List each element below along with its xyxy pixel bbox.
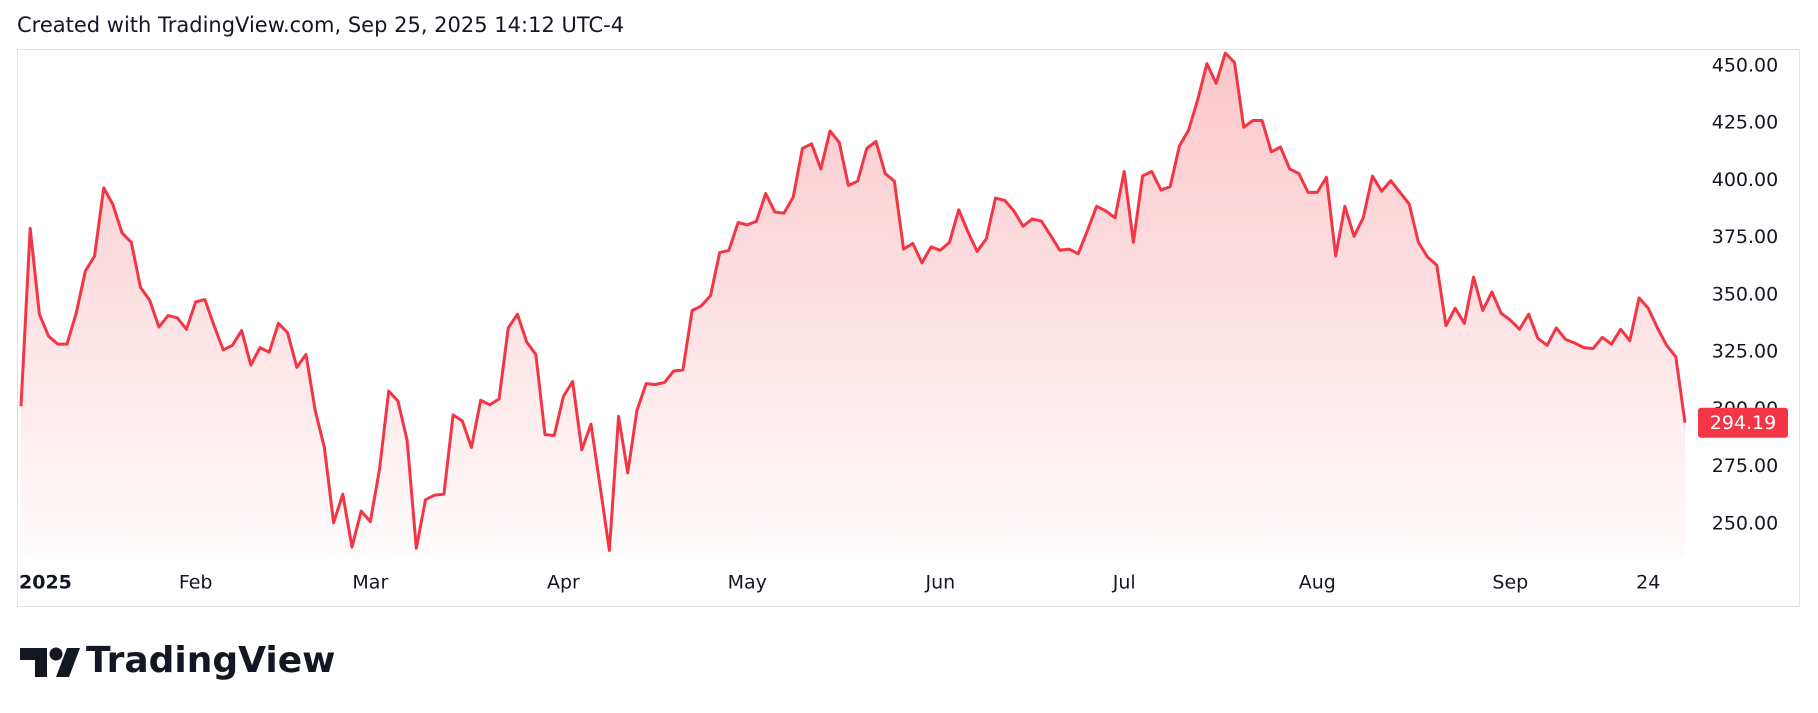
y-tick-label: 325.00 (1712, 341, 1778, 363)
x-tick-label: Aug (1299, 572, 1336, 594)
x-tick-label: Apr (547, 572, 580, 594)
y-tick-label: 400.00 (1712, 169, 1778, 191)
brand-logo: TradingView (20, 640, 335, 681)
x-tick-label: Jul (1112, 572, 1136, 594)
x-tick-label: Sep (1492, 572, 1528, 594)
x-tick-label: 24 (1636, 572, 1660, 594)
header-text: Created with TradingView.com, Sep 25, 20… (17, 13, 624, 37)
plot: 250.00275.00300.00325.00350.00375.00400.… (19, 51, 1788, 594)
x-tick-label: Mar (352, 572, 388, 594)
x-tick-label: 2025 (19, 572, 72, 594)
price-line (19, 51, 1687, 552)
x-tick-label: Feb (179, 572, 213, 594)
x-tick-label: Jun (924, 572, 955, 594)
area-fill (21, 53, 1685, 557)
brand-name: TradingView (86, 640, 335, 681)
y-tick-label: 275.00 (1712, 455, 1778, 477)
logo-slash (56, 648, 80, 677)
y-tick-label: 425.00 (1712, 112, 1778, 134)
logo-dot (49, 647, 63, 661)
last-price-box (1698, 407, 1788, 438)
logo-mark (20, 648, 47, 677)
y-tick-label: 250.00 (1712, 512, 1778, 534)
y-tick-label: 450.00 (1712, 54, 1778, 76)
last-price-label: 294.19 (1710, 412, 1776, 434)
x-tick-label: May (728, 572, 767, 594)
y-tick-label: 350.00 (1712, 283, 1778, 305)
y-tick-label: 375.00 (1712, 226, 1778, 248)
chart-frame (17, 49, 1800, 607)
